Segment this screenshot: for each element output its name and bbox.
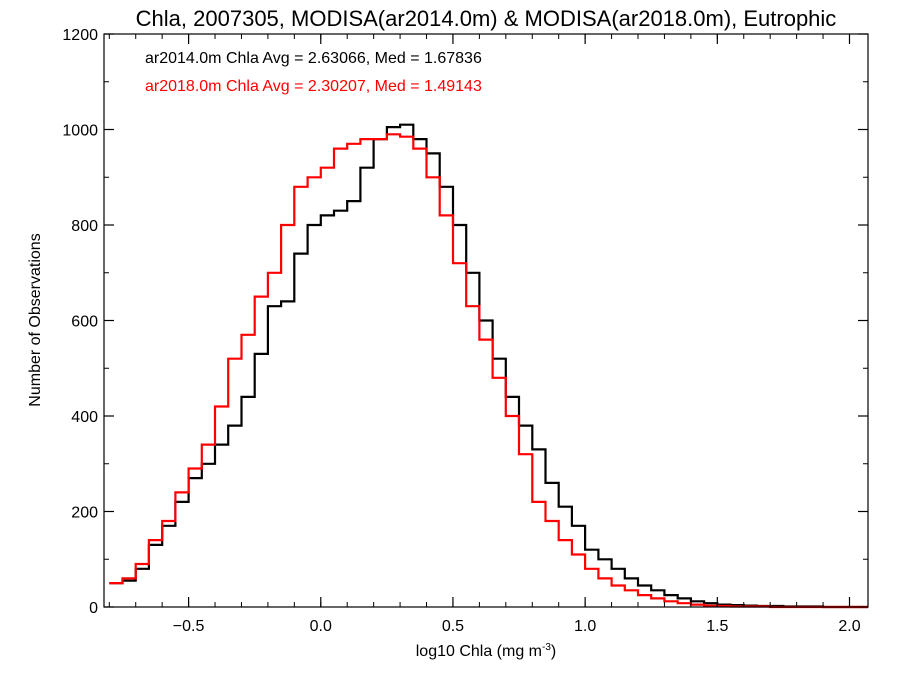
y-axis-label: Number of Observations (27, 233, 44, 406)
x-tick-label: 0.0 (310, 618, 332, 635)
y-tick-label: 400 (71, 409, 98, 426)
y-tick-label: 200 (71, 505, 98, 522)
series-line-ar2018.0m (109, 133, 868, 609)
y-tick-label: 0 (89, 600, 98, 617)
x-axis: −0.5 0.0 0.5 1.0 1.5 2.0 (108, 34, 861, 635)
annotation-ar2018: ar2018.0m Chla Avg = 2.30207, Med = 1.49… (145, 78, 482, 95)
y-tick-label: 800 (71, 218, 98, 235)
y-axis: 0 200 400 600 800 1000 1200 (62, 27, 868, 617)
x-tick-label: 0.5 (442, 618, 464, 635)
y-tick-label: 1200 (62, 27, 98, 44)
x-axis-label: log10 Chla (mg m-3) (416, 642, 557, 660)
x-tick-label: 1.0 (574, 618, 596, 635)
x-tick-label: 2.0 (838, 618, 860, 635)
x-tick-label: 1.5 (706, 618, 728, 635)
chart-title: Chla, 2007305, MODISA(ar2014.0m) & MODIS… (136, 6, 837, 31)
x-tick-label: −0.5 (173, 618, 205, 635)
annotation-ar2014: ar2014.0m Chla Avg = 2.63066, Med = 1.67… (145, 50, 482, 67)
plot-area (109, 123, 868, 609)
y-tick-label: 1000 (62, 123, 98, 140)
y-tick-label: 600 (71, 314, 98, 331)
series-line-ar2014.0m (109, 123, 868, 609)
